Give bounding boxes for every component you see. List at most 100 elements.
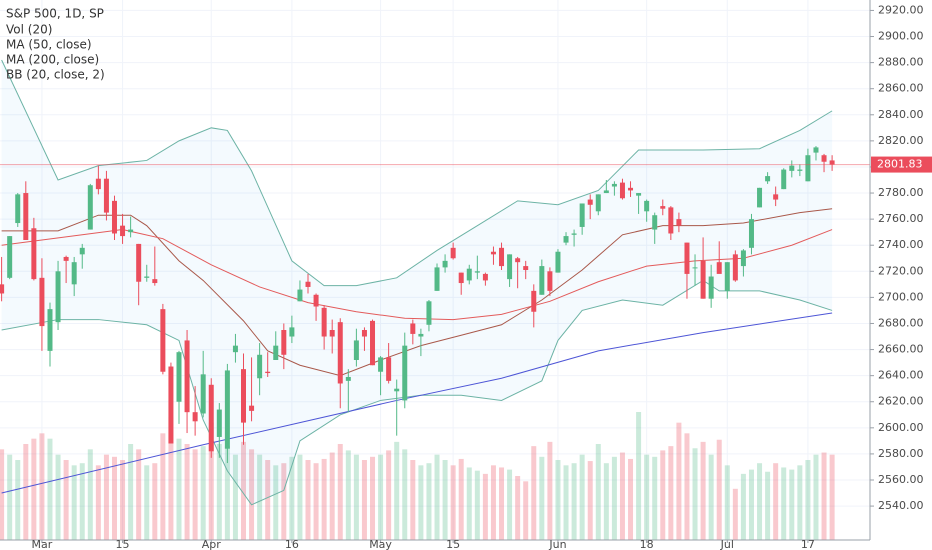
y-tick-label: 2900.00	[878, 30, 924, 43]
volume-bar	[281, 463, 287, 540]
volume-bar	[47, 438, 53, 540]
y-tick-label: 2660.00	[878, 343, 924, 356]
candle-body	[345, 376, 351, 381]
candle-body	[813, 147, 819, 153]
candle-body	[273, 345, 279, 360]
volume-bar	[539, 456, 545, 540]
volume-bar	[128, 444, 134, 540]
volume-bar	[732, 488, 738, 540]
volume-bar	[15, 460, 21, 540]
candle-body	[297, 289, 303, 302]
volume-bar	[458, 458, 464, 540]
candle-body	[716, 262, 722, 274]
volume-bar	[402, 449, 408, 540]
volume-bar	[152, 463, 158, 540]
volume-bar	[523, 481, 529, 540]
candle-body	[748, 219, 754, 248]
axis-background	[870, 0, 932, 550]
volume-bar	[442, 460, 448, 540]
candle-body	[474, 271, 480, 273]
volume-bar	[410, 460, 416, 540]
y-tick-label: 2740.00	[878, 238, 924, 251]
indicator-label: BB (20, close, 2)	[6, 68, 105, 82]
volume-bar	[813, 454, 819, 540]
candle-body	[79, 247, 85, 255]
candle-body	[555, 251, 561, 273]
volume-bar	[660, 450, 666, 540]
volume-bar	[224, 446, 230, 540]
candle-body	[55, 271, 61, 323]
volume-pane	[0, 412, 835, 540]
volume-bar	[781, 467, 787, 540]
candle-body	[587, 199, 593, 205]
volume-bar	[652, 456, 658, 540]
volume-bar	[507, 469, 513, 540]
chart-title: S&P 500, 1D, SP	[6, 7, 104, 21]
candle-body	[652, 215, 658, 230]
candle-body	[644, 200, 650, 212]
volume-bar	[595, 444, 601, 540]
candle-body	[821, 155, 827, 162]
candle-body	[781, 169, 787, 190]
candle-body	[160, 309, 166, 372]
candle-body	[281, 330, 287, 355]
indicator-label: MA (200, close)	[6, 53, 99, 67]
candle-body	[39, 277, 45, 327]
candle-body	[676, 219, 682, 226]
candle-body	[765, 176, 771, 182]
x-tick-label: Mar	[32, 538, 53, 550]
volume-bar	[71, 465, 77, 540]
volume-bar	[692, 448, 698, 540]
candle-body	[120, 225, 126, 237]
candle-body	[249, 405, 255, 411]
candle-body	[47, 309, 53, 351]
volume-bar	[700, 441, 706, 540]
volume-bar	[684, 433, 690, 540]
last-price-box	[871, 156, 932, 173]
volume-bar	[103, 454, 109, 540]
volume-bar	[676, 422, 682, 540]
candle-body	[426, 301, 432, 325]
y-tick-label: 2780.00	[878, 186, 924, 199]
candle-body	[386, 357, 392, 381]
candle-body	[87, 185, 93, 230]
candle-body	[418, 333, 424, 337]
candle-body	[458, 272, 464, 284]
volume-bar	[95, 465, 101, 540]
volume-bar	[579, 454, 585, 540]
indicator-label: Vol (20)	[6, 23, 52, 37]
candle-body	[232, 345, 238, 353]
candle-body	[337, 322, 343, 384]
volume-bar	[603, 463, 609, 540]
volume-bar	[23, 444, 29, 540]
candle-body	[507, 254, 513, 280]
x-tick-label: 17	[801, 538, 815, 550]
candle-body	[660, 206, 666, 209]
y-tick-label: 2640.00	[878, 369, 924, 382]
candle-body	[241, 369, 247, 423]
volume-bar	[305, 460, 311, 540]
volume-bar	[571, 463, 577, 540]
y-tick-label: 2760.00	[878, 212, 924, 225]
x-tick-label: 18	[640, 538, 654, 550]
volume-bar	[748, 469, 754, 540]
volume-bar	[345, 450, 351, 540]
volume-bar	[474, 470, 480, 540]
candle-body	[668, 207, 674, 234]
volume-bar	[394, 441, 400, 540]
candle-body	[684, 242, 690, 274]
volume-bar	[144, 465, 150, 540]
volume-bar	[313, 463, 319, 540]
y-tick-label: 2720.00	[878, 264, 924, 277]
candle-body	[192, 412, 198, 422]
candle-body	[144, 276, 150, 278]
volume-bar	[265, 460, 271, 540]
y-tick-label: 2860.00	[878, 82, 924, 95]
x-tick-label: 15	[116, 538, 130, 550]
volume-bar	[789, 469, 795, 540]
candle-body	[136, 243, 142, 282]
volume-bar	[370, 456, 376, 540]
volume-bar	[111, 456, 117, 540]
volume-bar	[7, 454, 13, 540]
